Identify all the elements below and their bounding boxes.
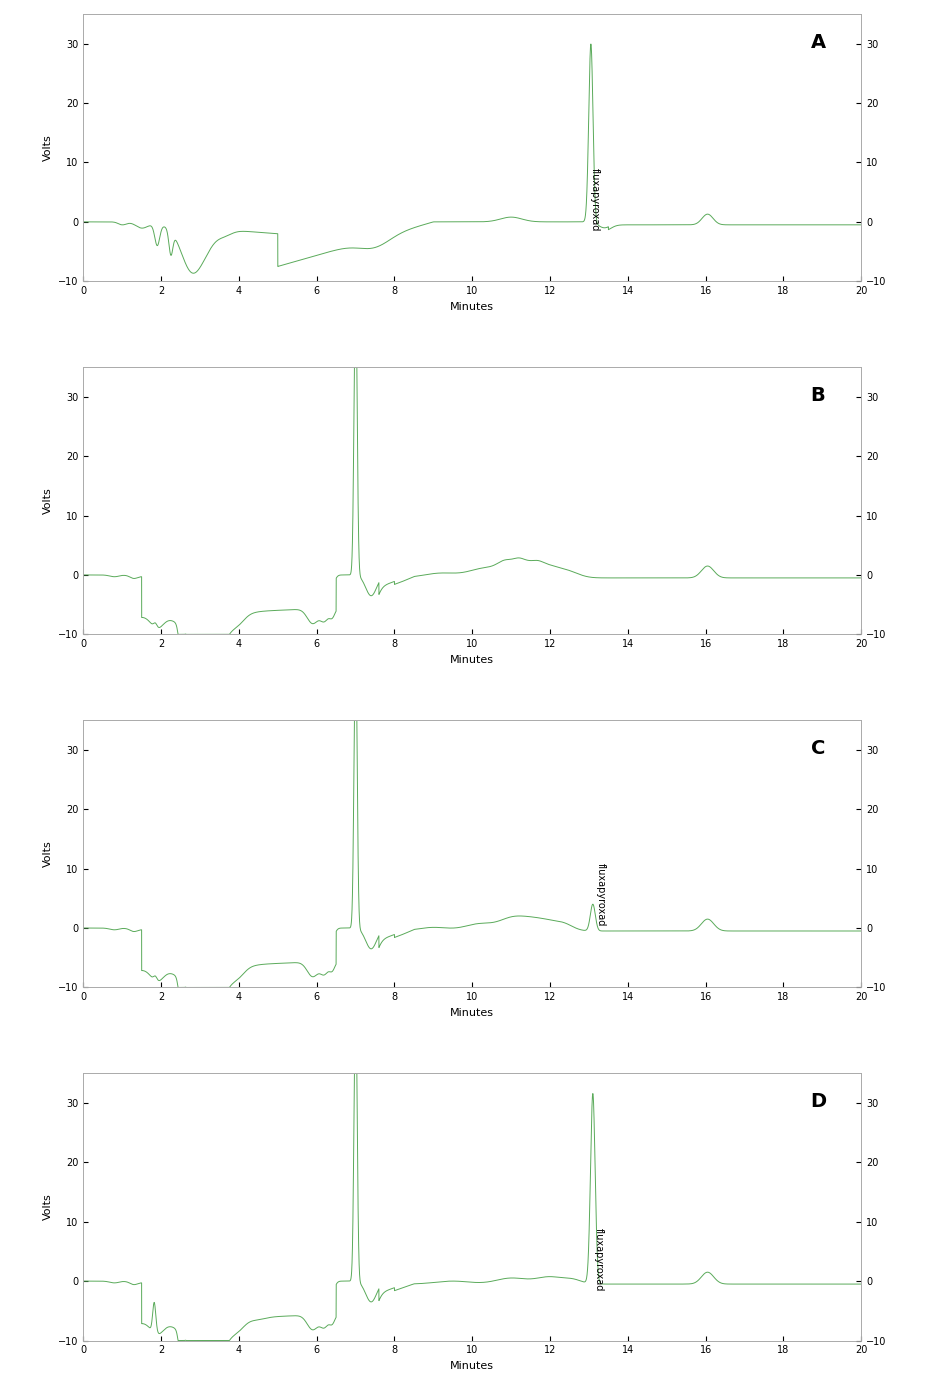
X-axis label: Minutes: Minutes — [450, 1361, 494, 1371]
Text: D: D — [810, 1092, 827, 1111]
X-axis label: Minutes: Minutes — [450, 301, 494, 312]
Y-axis label: Volts: Volts — [43, 840, 53, 867]
Y-axis label: Volts: Volts — [43, 134, 53, 160]
X-axis label: Minutes: Minutes — [450, 1007, 494, 1019]
Text: fluxapyroxad: fluxapyroxad — [595, 862, 606, 926]
Text: B: B — [810, 386, 825, 405]
Y-axis label: Volts: Volts — [43, 488, 53, 514]
Text: C: C — [810, 739, 825, 757]
Y-axis label: Volts: Volts — [43, 1194, 53, 1220]
Text: A: A — [810, 33, 826, 51]
Text: fluxapyroxad: fluxapyroxad — [594, 1227, 604, 1291]
Text: fluxapyroxad: fluxapyroxad — [590, 169, 600, 232]
X-axis label: Minutes: Minutes — [450, 655, 494, 665]
